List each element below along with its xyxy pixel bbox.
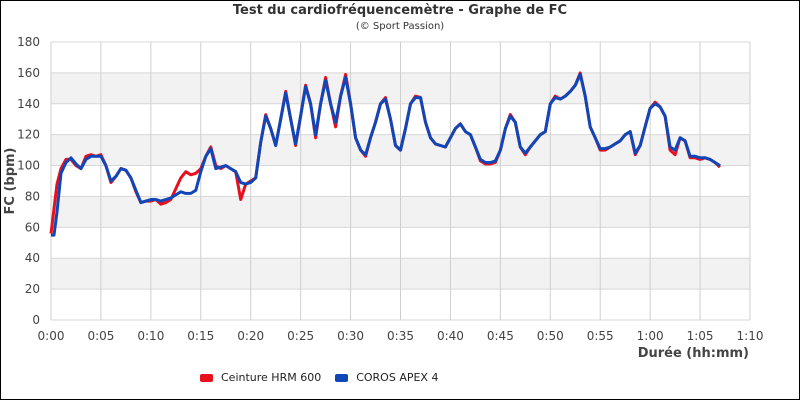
x-tick-label: 0:10 [137,329,164,343]
gridlines [50,41,751,321]
y-tick-label: 0 [32,313,40,327]
y-tick-label: 40 [25,251,40,265]
x-tick-label: 0:50 [537,329,564,343]
y-tick-label: 140 [17,97,40,111]
y-tick-label: 80 [25,189,40,203]
y-tick-label: 180 [17,35,40,49]
x-tick-label: 1:05 [687,329,714,343]
x-tick-label: 0:35 [387,329,414,343]
legend-item-coros[interactable]: COROS APEX 4 [335,371,438,384]
x-tick-label: 0:55 [587,329,614,343]
legend-swatch-blue [335,373,349,382]
chart-subtitle: (© Sport Passion) [355,21,445,32]
x-tick-label: 0:20 [237,329,264,343]
x-tick-label: 0:30 [337,329,364,343]
x-tick-label: 0:05 [87,329,114,343]
x-tick-label: 1:00 [637,329,664,343]
chart-title: Test du cardiofréquencemètre - Graphe de… [232,3,568,18]
legend-swatch-red [200,373,213,382]
data-lines [49,71,722,237]
x-tick-label: 0:45 [487,329,514,343]
y-tick-label: 120 [17,128,40,142]
x-axis-ticks: 0:00 0:05 0:10 0:15 0:20 0:25 0:30 0:35 0:40 0:45… [38,329,764,343]
x-tick-label: 0:15 [187,329,214,343]
x-tick-label: 0:00 [38,329,65,343]
y-tick-label: 20 [25,282,40,296]
x-tick-label: 0:40 [437,329,464,343]
x-axis-label: Durée (hh:mm) [638,346,749,361]
legend: Ceinture HRM 600 COROS APEX 4 [200,371,452,384]
x-tick-label: 0:25 [287,329,314,343]
legend-item-hrm600[interactable]: Ceinture HRM 600 [200,371,321,384]
legend-label: Ceinture HRM 600 [221,371,322,384]
series-line-coros [51,72,721,237]
y-axis-ticks: 0 20 40 60 80 100 120 140 160 180 [17,35,40,327]
y-tick-label: 160 [17,66,40,80]
y-tick-label: 100 [17,159,40,173]
x-tick-label: 1:10 [737,329,764,343]
y-axis-label: FC (bpm) [3,148,18,215]
y-tick-label: 60 [25,220,40,234]
legend-label: COROS APEX 4 [356,371,439,384]
